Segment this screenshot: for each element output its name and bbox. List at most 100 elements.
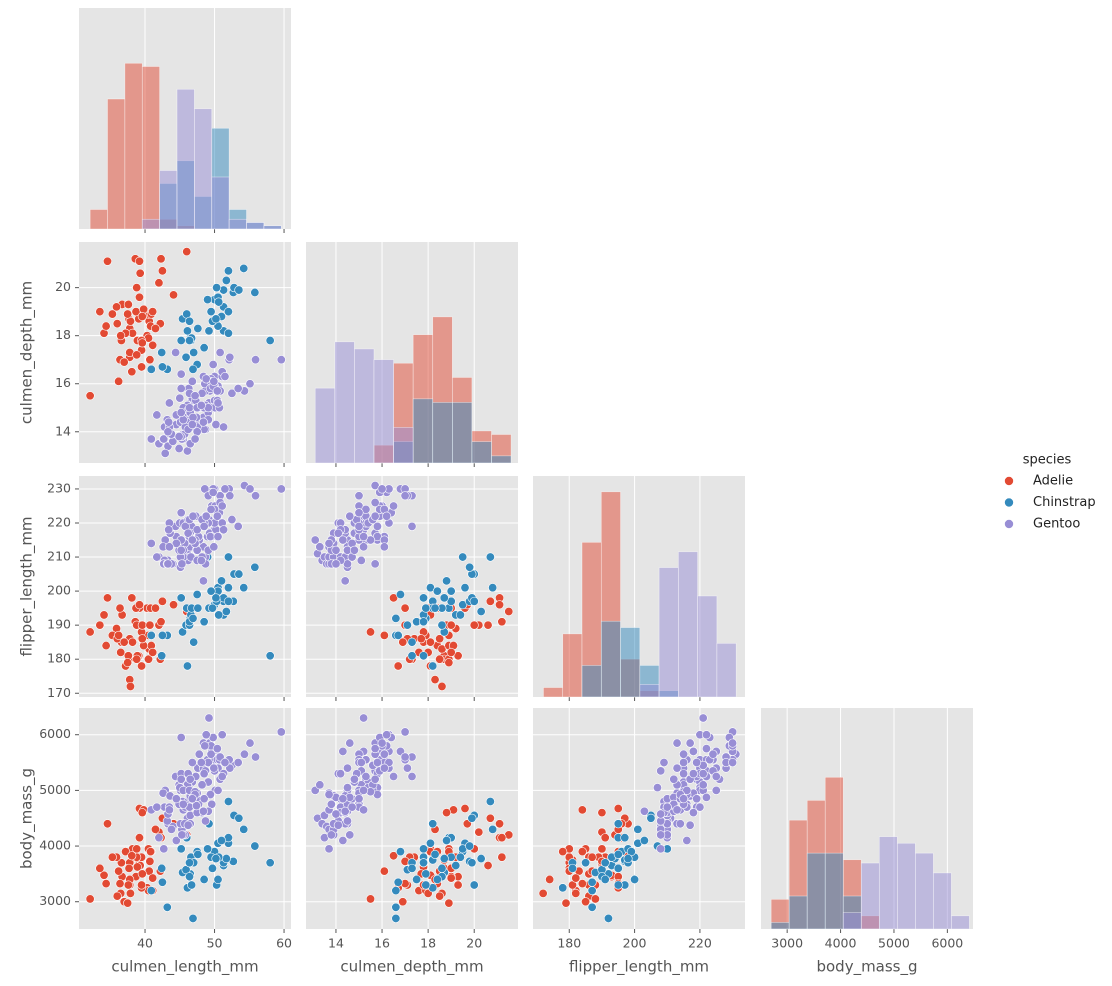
x-tick-label: 16: [374, 936, 390, 951]
scatter-point: [662, 802, 672, 812]
scatter-point: [198, 417, 208, 427]
scatter-point: [354, 508, 364, 518]
scatter-point: [442, 576, 452, 586]
scatter-point: [419, 617, 429, 627]
scatter-point: [370, 774, 380, 784]
scatter-point: [164, 417, 174, 427]
scatter-point: [338, 794, 348, 804]
scatter-point: [95, 620, 105, 630]
scatter-point: [199, 794, 209, 804]
scatter-point: [190, 391, 200, 401]
scatter-point: [679, 749, 689, 759]
scatter-point: [225, 352, 235, 362]
scatter-point: [577, 847, 587, 857]
scatter-point: [164, 805, 174, 815]
scatter-point: [159, 434, 169, 444]
scatter-point: [125, 681, 135, 691]
scatter-point: [176, 369, 186, 379]
scatter-point: [276, 355, 286, 365]
x-tick-label: 50: [207, 936, 223, 951]
scatter-point: [185, 335, 195, 345]
scatter-point: [112, 319, 122, 329]
scatter-point: [193, 603, 203, 613]
scatter-point: [188, 613, 198, 623]
histogram-bar: [314, 387, 336, 464]
scatter-point: [114, 630, 124, 640]
x-axis-label: culmen_depth_mm: [340, 958, 483, 977]
scatter-point: [206, 307, 216, 317]
scatter-point: [333, 820, 343, 830]
scatter-point: [435, 891, 445, 901]
scatter-point: [349, 545, 359, 555]
scatter-point: [145, 355, 155, 365]
scatter-point: [137, 311, 147, 321]
scatter-point: [201, 730, 211, 740]
scatter-point: [391, 913, 401, 923]
scatter-point: [432, 874, 442, 884]
scatter-point: [134, 600, 144, 610]
scatter-point: [148, 647, 158, 657]
scatter-point: [176, 844, 186, 854]
scatter-point: [342, 783, 352, 793]
scatter-point: [393, 661, 403, 671]
scatter-point: [199, 521, 209, 531]
scatter-point: [708, 749, 718, 759]
scatter-point: [250, 562, 260, 572]
scatter-point: [146, 630, 156, 640]
scatter-point: [137, 338, 147, 348]
scatter-point: [205, 532, 215, 542]
scatter-point: [123, 309, 133, 319]
scatter-point: [391, 902, 401, 912]
scatter-point: [354, 521, 364, 531]
scatter-point: [150, 323, 160, 333]
scatter-point: [597, 808, 607, 818]
scatter-point: [416, 634, 426, 644]
scatter-point: [428, 661, 438, 671]
y-tick-label: 230: [47, 480, 71, 495]
scatter-point: [176, 545, 186, 555]
scatter-point: [193, 323, 203, 333]
scatter-point: [212, 744, 222, 754]
scatter-point: [577, 805, 587, 815]
scatter-point: [216, 576, 226, 586]
scatter-point: [187, 376, 197, 386]
scatter-point: [587, 852, 597, 862]
scatter-point: [354, 794, 364, 804]
scatter-point: [171, 794, 181, 804]
scatter-point: [437, 681, 447, 691]
scatter-point: [213, 785, 223, 795]
histogram-bar: [620, 627, 641, 698]
x-tick-label: 40: [137, 936, 153, 951]
scatter-point: [587, 877, 597, 887]
scatter-point: [488, 583, 498, 593]
scatter-point: [127, 851, 137, 861]
x-tick-label: 6000: [931, 936, 963, 951]
histogram-bar: [141, 218, 160, 230]
scatter-point: [107, 852, 117, 862]
scatter-point: [208, 487, 218, 497]
scatter-point: [630, 874, 640, 884]
scatter-point: [163, 559, 173, 569]
scatter-point: [164, 525, 174, 535]
histogram-bar: [842, 912, 862, 930]
scatter-point: [538, 888, 548, 898]
scatter-point: [345, 830, 355, 840]
scatter-point: [185, 316, 195, 326]
histogram-bar: [412, 398, 434, 464]
histogram-bar: [176, 88, 195, 230]
scatter-point: [359, 542, 369, 552]
scatter-point: [154, 833, 164, 843]
scatter-point: [577, 879, 587, 889]
scatter-point: [101, 641, 111, 651]
scatter-point: [123, 898, 133, 908]
y-tick-label: 4000: [39, 838, 71, 853]
scatter-point: [181, 352, 191, 362]
scatter-point: [393, 877, 403, 887]
scatter-point: [233, 521, 243, 531]
scatter-point: [451, 861, 461, 871]
scatter-point: [132, 350, 142, 360]
scatter-point: [659, 758, 669, 768]
scatter-point: [227, 515, 237, 525]
scatter-point: [326, 830, 336, 840]
scatter-point: [171, 835, 181, 845]
